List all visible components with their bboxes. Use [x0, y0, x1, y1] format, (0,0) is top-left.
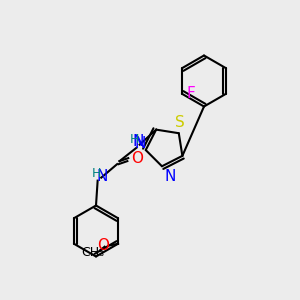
Text: N: N — [96, 169, 107, 184]
Text: N: N — [165, 169, 176, 184]
Text: H: H — [92, 167, 101, 180]
Text: CH₃: CH₃ — [81, 246, 104, 259]
Text: O: O — [97, 238, 109, 253]
Text: S: S — [176, 115, 185, 130]
Text: H: H — [130, 133, 139, 146]
Text: N: N — [135, 136, 146, 151]
Text: N: N — [133, 134, 144, 148]
Text: O: O — [130, 151, 142, 166]
Text: F: F — [186, 86, 195, 101]
